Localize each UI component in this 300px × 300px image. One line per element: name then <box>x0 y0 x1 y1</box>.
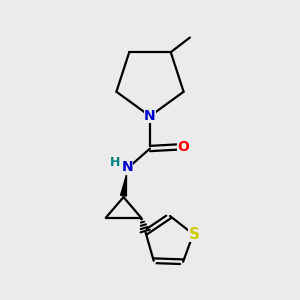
Polygon shape <box>121 175 126 196</box>
Text: N: N <box>122 160 133 174</box>
Text: N: N <box>144 109 156 123</box>
Text: H: H <box>110 156 121 169</box>
Text: O: O <box>177 140 189 154</box>
Text: S: S <box>189 226 200 242</box>
